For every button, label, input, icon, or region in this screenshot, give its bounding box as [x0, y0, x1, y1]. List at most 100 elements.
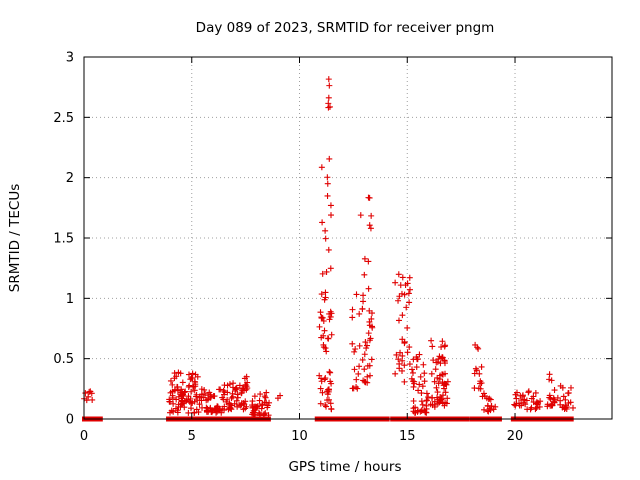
data-point: [322, 289, 329, 296]
chart-title: Day 089 of 2023, SRMTID for receiver png…: [196, 20, 495, 36]
data-point: [395, 271, 402, 278]
data-point: [322, 294, 329, 301]
data-point: [208, 408, 215, 415]
data-point: [532, 389, 539, 396]
data-point: [412, 404, 419, 411]
data-point: [326, 316, 333, 323]
data-point: [523, 397, 530, 404]
data-point: [316, 323, 323, 330]
data-point: [253, 403, 260, 410]
data-point: [516, 400, 523, 407]
data-point: [324, 174, 331, 181]
data-point: [324, 192, 331, 199]
data-point: [325, 396, 332, 403]
data-point: [169, 394, 176, 401]
data-point: [522, 401, 529, 408]
data-point: [262, 410, 269, 417]
data-point: [169, 381, 176, 388]
data-point: [204, 396, 211, 403]
data-point: [166, 396, 173, 403]
data-point: [521, 396, 528, 403]
data-point: [409, 369, 416, 376]
data-point: [328, 331, 335, 338]
data-point: [477, 378, 484, 385]
data-point: [361, 378, 368, 385]
data-point: [226, 381, 233, 388]
data-point: [430, 357, 437, 364]
data-point: [511, 401, 518, 408]
data-point: [234, 403, 241, 410]
data-point: [444, 378, 451, 385]
data-point: [185, 371, 192, 378]
data-point: [487, 396, 494, 403]
data-point: [406, 361, 413, 368]
data-point: [190, 383, 197, 390]
data-point: [512, 391, 519, 398]
data-point: [229, 384, 236, 391]
data-point: [395, 297, 402, 304]
data-point: [181, 397, 188, 404]
x-tick-label: 0: [80, 429, 88, 444]
data-point: [238, 390, 245, 397]
data-point: [368, 356, 375, 363]
data-point: [217, 386, 224, 393]
data-point: [355, 370, 362, 377]
data-point: [442, 370, 449, 377]
data-point: [547, 395, 554, 402]
data-point: [366, 318, 373, 325]
data-point: [399, 357, 406, 364]
data-point: [395, 356, 402, 363]
data-point: [196, 401, 203, 408]
data-point: [175, 403, 182, 410]
data-point: [366, 307, 373, 314]
data-point: [434, 389, 441, 396]
data-point: [421, 378, 428, 385]
data-point: [410, 398, 417, 405]
data-point: [490, 406, 497, 413]
data-point: [562, 396, 569, 403]
data-point: [170, 400, 177, 407]
data-point: [419, 383, 426, 390]
data-point: [471, 370, 478, 377]
data-point: [175, 393, 182, 400]
data-point: [349, 340, 356, 347]
data-point: [366, 222, 373, 229]
data-point: [361, 366, 368, 373]
data-point: [361, 271, 368, 278]
data-point: [224, 396, 231, 403]
data-point: [420, 361, 427, 368]
data-point: [251, 393, 258, 400]
data-point: [432, 366, 439, 373]
data-point: [410, 383, 417, 390]
data-point: [406, 344, 413, 351]
data-point: [356, 363, 363, 370]
data-point: [357, 212, 364, 219]
data-point: [198, 386, 205, 393]
data-point: [221, 389, 228, 396]
data-point: [399, 367, 406, 374]
y-tick-label: 0.5: [53, 352, 74, 367]
grid-lines: [84, 57, 612, 419]
data-point: [353, 376, 360, 383]
data-point: [560, 403, 567, 410]
data-point: [249, 404, 256, 411]
data-point: [361, 351, 368, 358]
data-point: [171, 375, 178, 382]
data-point: [317, 400, 324, 407]
data-point: [221, 403, 228, 410]
data-point: [365, 330, 372, 337]
data-point: [546, 376, 553, 383]
data-point: [362, 339, 369, 346]
data-point: [181, 389, 188, 396]
y-axis-label: SRMTID / TECUs: [7, 184, 23, 292]
data-point: [525, 389, 532, 396]
data-point: [320, 332, 327, 339]
data-point: [220, 387, 227, 394]
data-point: [191, 409, 198, 416]
y-tick-label: 2.5: [53, 111, 74, 126]
data-point: [530, 393, 537, 400]
data-point: [433, 384, 440, 391]
data-point: [401, 362, 408, 369]
data-point: [415, 387, 422, 394]
data-point: [171, 387, 178, 394]
